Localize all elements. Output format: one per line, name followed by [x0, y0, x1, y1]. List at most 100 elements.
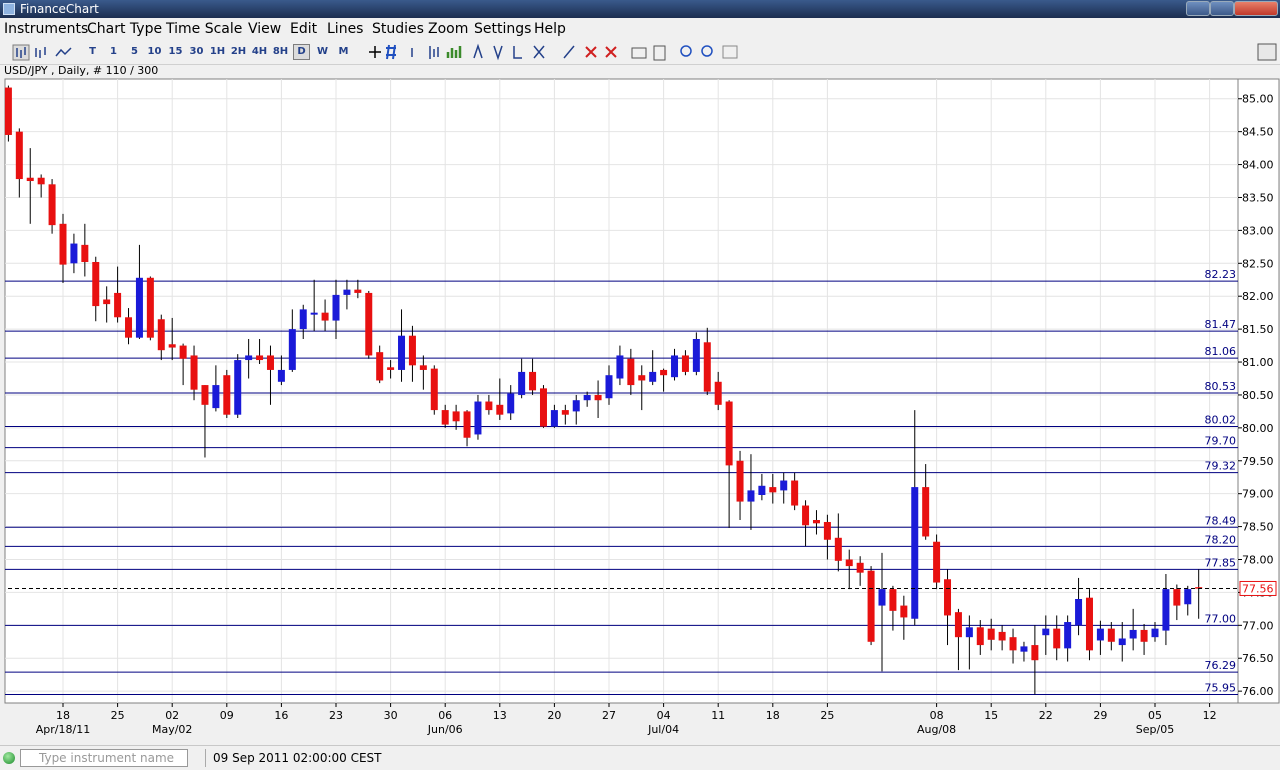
x-tick-label: 12 [1203, 709, 1217, 722]
candle-body [1162, 589, 1170, 631]
candle-body [310, 312, 318, 315]
menu-item[interactable]: Help [534, 21, 566, 37]
menu-item[interactable]: Time Scale [166, 21, 243, 37]
instrument-search[interactable]: Type instrument name [20, 749, 188, 767]
level-label: 76.29 [1205, 659, 1237, 672]
candle-body [725, 401, 733, 466]
period-button[interactable]: 4H [251, 46, 268, 57]
level-label: 75.95 [1205, 681, 1237, 694]
period-button[interactable]: D [293, 44, 310, 60]
chart-header: USD/JPY , Daily, # 110 / 300 [4, 64, 159, 77]
connection-indicator [3, 752, 15, 764]
period-button[interactable]: W [316, 46, 329, 57]
menu-item[interactable]: View [248, 21, 282, 37]
x-tick-label: 25 [820, 709, 834, 722]
candle-body [660, 369, 668, 376]
volume-button[interactable] [446, 46, 462, 58]
crosshair-button[interactable] [369, 46, 381, 58]
candle-body [681, 355, 689, 372]
candle-body [441, 410, 449, 425]
period-button[interactable]: 1H [209, 46, 226, 57]
x-tick-label: 20 [547, 709, 561, 722]
candle-body [1096, 628, 1104, 641]
zoom-out-button[interactable] [701, 45, 713, 57]
menu-item[interactable]: Edit [290, 21, 318, 37]
candle-body [758, 485, 766, 495]
minimize-button[interactable] [1186, 1, 1210, 16]
candle-body [299, 309, 307, 330]
period-button[interactable]: 15 [168, 46, 183, 57]
candle-body [81, 244, 89, 262]
print-button[interactable] [631, 47, 647, 59]
menu-item[interactable]: Studies [372, 21, 424, 37]
candle-body [780, 480, 788, 491]
line-tool[interactable] [563, 45, 575, 59]
candle-body [1042, 628, 1050, 636]
x-major-label: Apr/18/11 [36, 723, 90, 736]
level-label: 80.53 [1205, 380, 1237, 393]
x-major-label: Jul/04 [647, 723, 679, 736]
y-tick-label: 81.00 [1242, 356, 1274, 369]
menu-item[interactable]: Settings [474, 21, 532, 37]
menu-item[interactable]: Lines [327, 21, 364, 37]
candle-body [867, 570, 875, 642]
candle-body [605, 375, 613, 399]
candle-body [998, 631, 1006, 641]
candle-body [387, 367, 395, 370]
candle-body [1031, 645, 1039, 661]
x-tick-label: 09 [220, 709, 234, 722]
drawing-tools[interactable] [473, 43, 545, 61]
menu-item[interactable]: Instruments [4, 21, 89, 37]
line-icon[interactable] [55, 47, 72, 57]
toolbar-icons [12, 43, 1277, 61]
panel-button[interactable] [1257, 43, 1277, 61]
maximize-button[interactable] [1210, 1, 1234, 16]
level-label: 79.70 [1205, 435, 1237, 448]
candle-body [190, 355, 198, 390]
window-title: FinanceChart [20, 2, 99, 16]
menu-item[interactable]: Zoom [428, 21, 469, 37]
period-button[interactable]: 5 [131, 46, 138, 57]
indicator-button[interactable] [411, 46, 439, 59]
candle-body [878, 589, 886, 606]
candle-icon[interactable] [35, 47, 46, 58]
period-button[interactable]: 2H [230, 46, 247, 57]
candle-body [103, 299, 111, 305]
candle-body [889, 589, 897, 611]
candle-body [638, 375, 646, 381]
candle-body [823, 521, 831, 540]
grid-button[interactable] [386, 44, 396, 60]
candle-body [419, 365, 427, 370]
x-tick-label: 23 [329, 709, 343, 722]
close-button[interactable] [1234, 1, 1278, 16]
menu-item[interactable]: Chart Type [87, 21, 163, 37]
preview-button[interactable] [653, 45, 666, 61]
y-tick-label: 79.50 [1242, 455, 1274, 468]
candle-body [245, 355, 253, 361]
delete-all-button[interactable] [605, 46, 617, 58]
y-tick-label: 83.00 [1242, 224, 1274, 237]
period-button[interactable]: T [89, 46, 96, 57]
period-button[interactable]: 10 [147, 46, 162, 57]
x-tick-label: 30 [384, 709, 398, 722]
zoom-in-button[interactable] [680, 45, 692, 57]
period-button[interactable]: M [338, 46, 349, 57]
delete-button[interactable] [585, 46, 597, 58]
x-tick-label: 04 [657, 709, 671, 722]
candle-body [430, 368, 438, 411]
y-tick-label: 82.50 [1242, 257, 1274, 270]
period-button[interactable]: 8H [272, 46, 289, 57]
bar-icon [16, 47, 26, 58]
x-tick-label: 08 [930, 709, 944, 722]
candle-body [212, 385, 220, 409]
zoom-fit-button[interactable] [722, 45, 738, 59]
candle-body [354, 289, 362, 293]
period-button[interactable]: 30 [189, 46, 204, 57]
period-button[interactable]: 1 [110, 46, 117, 57]
candle-body [507, 393, 515, 414]
candle-body [332, 294, 340, 321]
candle-body [539, 388, 547, 427]
candle-body [1151, 628, 1159, 638]
x-tick-label: 05 [1148, 709, 1162, 722]
y-tick-label: 78.50 [1242, 521, 1274, 534]
